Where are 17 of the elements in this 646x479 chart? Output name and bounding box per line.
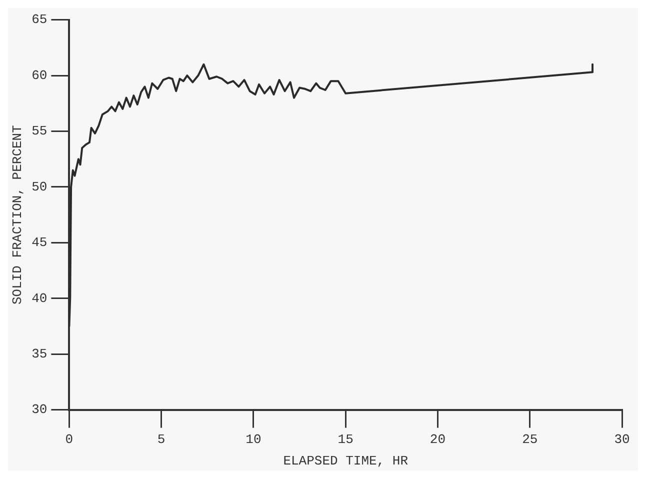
y-tick-label: 30 bbox=[32, 402, 48, 418]
y-tick-label: 45 bbox=[32, 235, 48, 250]
y-tick-label: 55 bbox=[32, 124, 48, 139]
x-tick-label: 5 bbox=[157, 432, 166, 448]
x-tick-label: 30 bbox=[614, 432, 630, 448]
x-tick-label: 0 bbox=[65, 432, 74, 448]
y-tick-label: 40 bbox=[32, 290, 48, 306]
x-tick-label: 10 bbox=[246, 432, 262, 448]
x-tick-label: 15 bbox=[338, 432, 354, 448]
y-tick-label: 65 bbox=[32, 12, 48, 28]
x-tick-label: 25 bbox=[522, 432, 538, 448]
y-tick-label: 50 bbox=[32, 179, 48, 194]
y-tick-label: 35 bbox=[32, 346, 48, 362]
y-tick-label: 60 bbox=[32, 68, 48, 83]
y-axis-title: SOLID FRACTION, PERCENT bbox=[10, 124, 26, 305]
x-axis-title: ELAPSED TIME, HR bbox=[283, 454, 408, 469]
x-tick-label: 20 bbox=[430, 432, 446, 448]
